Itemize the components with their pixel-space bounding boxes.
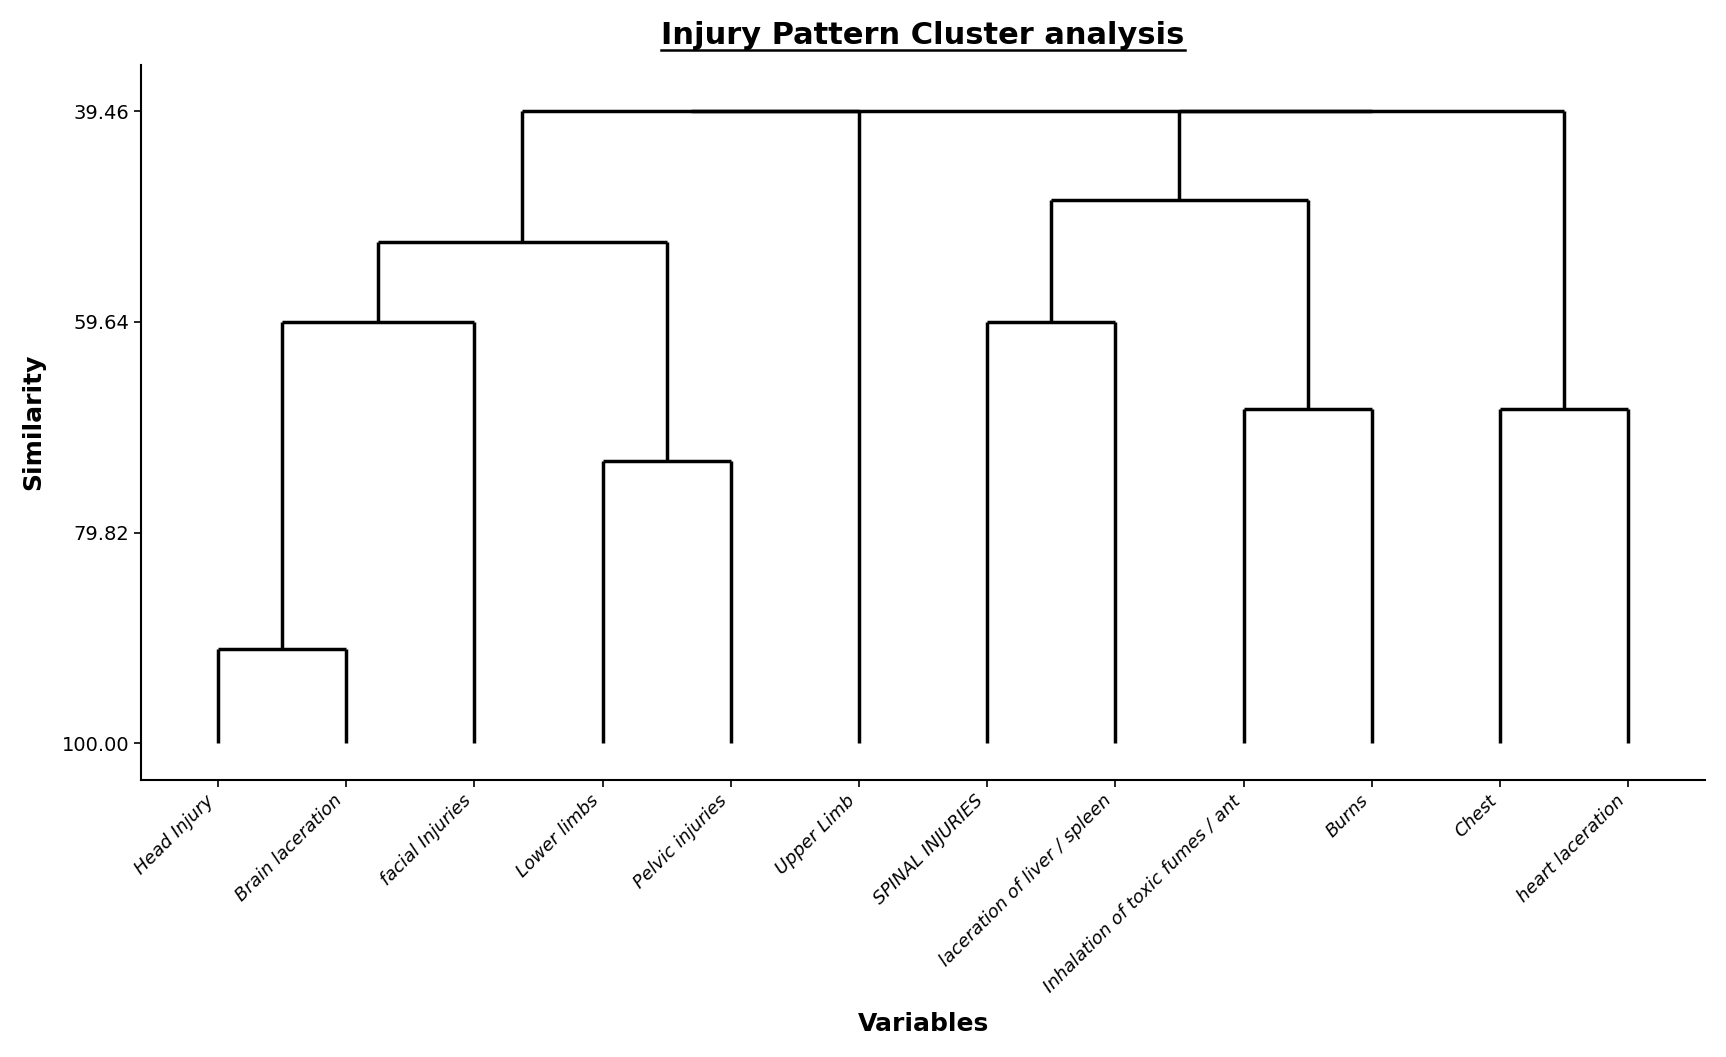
X-axis label: Variables: Variables [858,1013,989,1036]
Title: Injury Pattern Cluster analysis: Injury Pattern Cluster analysis [661,21,1184,50]
Y-axis label: Similarity: Similarity [21,354,45,490]
